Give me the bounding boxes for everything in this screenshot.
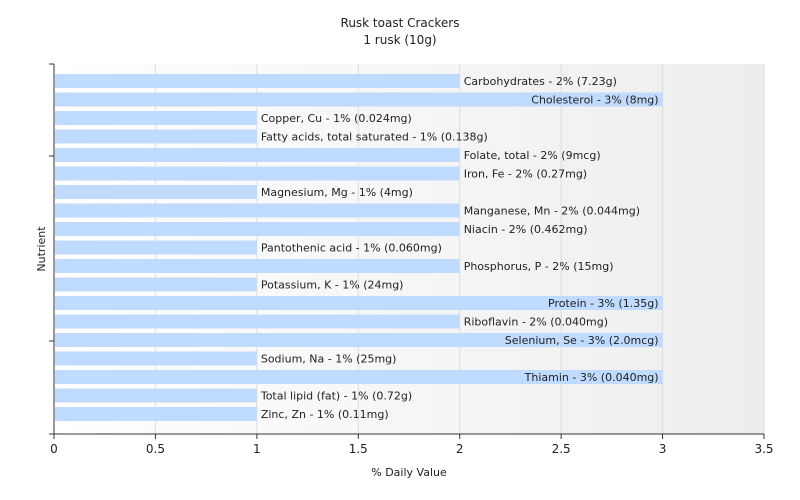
bar-label: Potassium, K - 1% (24mg) [261, 279, 404, 292]
bar-label: Magnesium, Mg - 1% (4mg) [261, 186, 413, 199]
bar [55, 222, 460, 236]
bar-label: Niacin - 2% (0.462mg) [464, 223, 588, 236]
bar-label: Folate, total - 2% (9mcg) [464, 149, 601, 162]
bar-label: Thiamin - 3% (0.040mg) [524, 371, 659, 384]
bar [55, 370, 663, 384]
bar-label: Iron, Fe - 2% (0.27mg) [464, 168, 587, 181]
bar-label: Pantothenic acid - 1% (0.060mg) [261, 242, 442, 255]
y-axis-ticks [49, 63, 54, 435]
bar [55, 407, 257, 421]
bar [55, 92, 663, 107]
bar-label: Sodium, Na - 1% (25mg) [261, 353, 397, 366]
bar [55, 259, 460, 273]
bar [55, 314, 460, 329]
bar-label: Protein - 3% (1.35g) [548, 297, 659, 310]
bar-label: Riboflavin - 2% (0.040mg) [464, 316, 608, 329]
x-axis-ticks: 0 0.5 1 1.5 2 2.5 3 3.5 [50, 434, 774, 456]
bar-labels-group: Carbohydrates - 2% (7.23g) Cholesterol - … [260, 75, 659, 421]
x-tick-label: 1 [253, 442, 261, 456]
y-axis-title: Nutrient [35, 226, 48, 272]
bar [55, 129, 257, 144]
bar [55, 351, 257, 366]
bar-label: Selenium, Se - 3% (2.0mcg) [505, 334, 659, 347]
bar [55, 296, 663, 310]
bar-label: Copper, Cu - 1% (0.024mg) [261, 112, 412, 125]
bar [55, 388, 257, 403]
bar [55, 185, 257, 199]
x-tick-label: 2.5 [552, 442, 571, 456]
chart-subtitle: 1 rusk (10g) [363, 33, 436, 47]
bars-group [55, 74, 663, 421]
bar [55, 166, 460, 181]
bar-label: Phosphorus, P - 2% (15mg) [464, 260, 614, 273]
bar-label: Zinc, Zn - 1% (0.11mg) [261, 408, 389, 421]
bar-label: Total lipid (fat) - 1% (0.72g) [260, 390, 412, 403]
x-axis-title: % Daily Value [371, 466, 447, 479]
x-tick-label: 1.5 [349, 442, 368, 456]
x-tick-label: 0 [50, 442, 58, 456]
bar [55, 277, 257, 292]
chart-title: Rusk toast Crackers [341, 16, 460, 30]
x-tick-label: 3 [659, 442, 667, 456]
bar-label: Cholesterol - 3% (8mg) [531, 94, 658, 107]
x-tick-label: 2 [456, 442, 464, 456]
bar-label: Manganese, Mn - 2% (0.044mg) [464, 205, 640, 218]
bar-label: Carbohydrates - 2% (7.23g) [464, 75, 617, 88]
bar [55, 74, 460, 88]
bar-label: Fatty acids, total saturated - 1% (0.138… [261, 131, 488, 144]
bar [55, 203, 460, 218]
x-tick-label: 3.5 [754, 442, 773, 456]
x-tick-label: 0.5 [146, 442, 165, 456]
bar [55, 333, 663, 347]
bar [55, 148, 460, 162]
bar [55, 111, 257, 125]
bar [55, 240, 257, 255]
